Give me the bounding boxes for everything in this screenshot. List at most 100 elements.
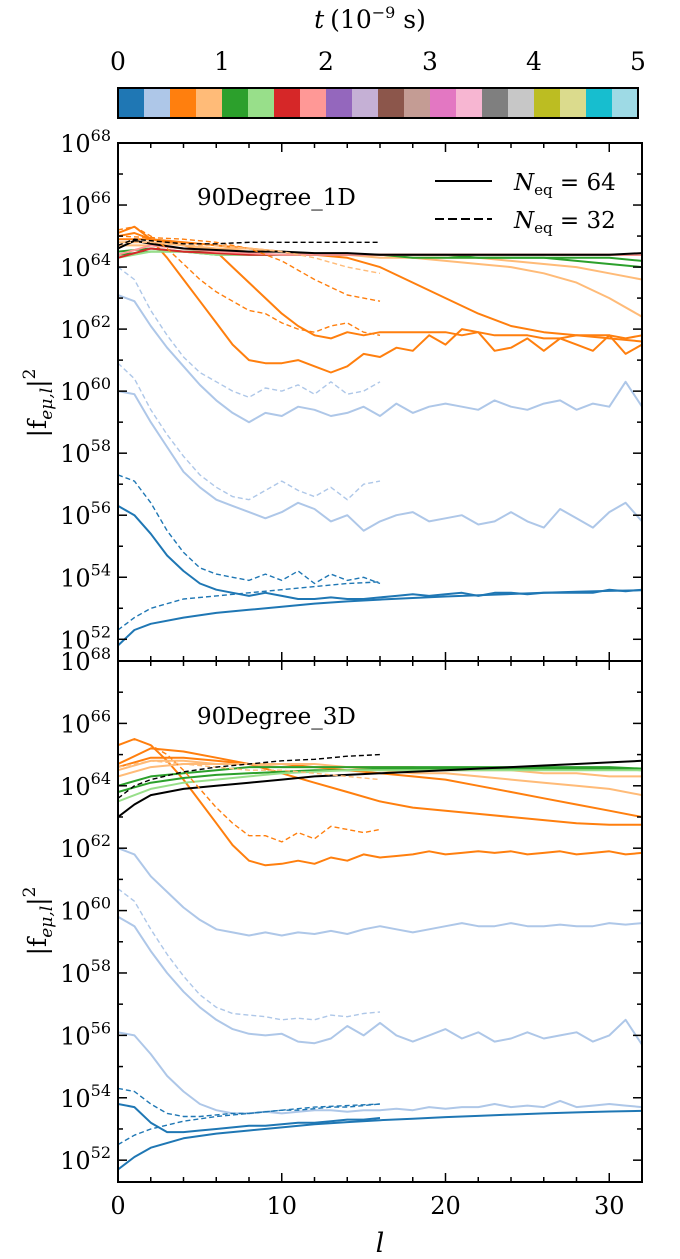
colorbar-tick-label: 4: [526, 47, 542, 76]
panel-1d-series: [118, 225, 642, 647]
y-tick-label: 1052: [60, 622, 111, 654]
series-line-dashed: [118, 266, 381, 398]
series-line-solid: [118, 1103, 381, 1134]
series-line-solid: [118, 915, 642, 1046]
y-tick-label: 1066: [60, 706, 111, 738]
series-line-solid: [118, 239, 642, 256]
colorbar-cell: [456, 88, 483, 118]
series-line-dashed: [118, 753, 381, 799]
colorbar-cells: [118, 88, 639, 118]
series-line-solid: [118, 747, 642, 826]
series-line-solid: [118, 738, 642, 867]
colorbar-cell: [378, 88, 405, 118]
colorbar-cell: [118, 88, 145, 118]
y-tick-label: 1052: [60, 1143, 111, 1175]
series-line-solid: [118, 847, 642, 937]
colorbar-cell: [326, 88, 353, 118]
y-tick-label: 1068: [60, 644, 111, 676]
y-tick-label: 1062: [60, 312, 111, 344]
colorbar-cell: [170, 88, 197, 118]
y-tick-label: 1064: [60, 769, 111, 801]
series-line-dashed: [118, 238, 380, 247]
series-line-solid: [118, 390, 642, 532]
series-line-solid: [118, 589, 642, 647]
series-line-dashed: [118, 474, 381, 585]
colorbar-label: t (10−9 s): [314, 3, 426, 34]
y-tick-label: 1060: [60, 894, 111, 926]
panel-1d-title: 90Degree_1D: [197, 185, 356, 211]
panel-90degree-3d: 1052 1054 1056 1058 1060 1062 1064 1066 1068 90D…: [20, 644, 643, 1183]
series-line-solid: [118, 1031, 642, 1115]
panel-3d-ylabel: |feμ,l|2: [20, 887, 57, 956]
y-tick-label: 1058: [60, 436, 111, 468]
x-axis-label: l: [376, 1228, 385, 1259]
panel-1d-ticks: [117, 142, 643, 661]
colorbar-cell: [404, 88, 431, 118]
series-line-solid: [118, 759, 642, 818]
colorbar-tick-label: 3: [422, 47, 438, 76]
colorbar-cell: [586, 88, 613, 118]
colorbar: t (10−9 s) 0 1 2 3 4 5: [110, 3, 646, 119]
panel-1d-ylabel: |feμ,l|2: [20, 369, 57, 438]
series-line-dashed: [118, 738, 381, 843]
series-line-dashed: [118, 760, 381, 781]
series-line-solid: [118, 769, 642, 803]
colorbar-cell: [508, 88, 535, 118]
series-line-solid: [118, 225, 642, 374]
colorbar-cell: [300, 88, 327, 118]
colorbar-cell: [196, 88, 223, 118]
colorbar-tick-label: 2: [318, 47, 334, 76]
series-line-dashed: [118, 1103, 381, 1146]
panel-3d-series: [118, 738, 642, 1171]
colorbar-cell: [612, 88, 639, 118]
y-tick-label: 1062: [60, 831, 111, 863]
series-line-dashed: [118, 241, 381, 274]
series-line-solid: [118, 1109, 642, 1171]
panel-3d-title: 90Degree_3D: [197, 704, 356, 730]
y-tick-label: 1058: [60, 956, 111, 988]
y-tick-label: 1054: [60, 1081, 111, 1113]
panel-3d-frame: [117, 660, 643, 1183]
colorbar-frame: [117, 87, 639, 119]
colorbar-cell: [534, 88, 561, 118]
colorbar-tick-label: 5: [630, 47, 646, 76]
colorbar-cell: [144, 88, 171, 118]
panel-3d-y-tick-labels: 1052 1054 1056 1058 1060 1062 1064 1066 1068: [60, 644, 111, 1175]
y-tick-label: 1056: [60, 1018, 111, 1050]
colorbar-cell: [430, 88, 457, 118]
x-tick-label: 30: [594, 1192, 625, 1220]
series-line-dashed: [118, 362, 381, 501]
x-tick-labels: 0 10 20 30: [110, 1192, 624, 1220]
series-line-solid: [118, 294, 642, 424]
y-tick-label: 1068: [60, 126, 111, 158]
series-line-solid: [118, 766, 642, 787]
colorbar-tick-label: 1: [214, 47, 230, 76]
x-tick-label: 20: [430, 1192, 461, 1220]
legend-solid-label: Neq = 64: [513, 170, 616, 199]
colorbar-cell: [222, 88, 249, 118]
y-tick-label: 1060: [60, 374, 111, 406]
x-tick-label: 10: [266, 1192, 297, 1220]
series-line-solid: [118, 767, 642, 793]
x-tick-label: 0: [110, 1192, 125, 1220]
colorbar-cell: [352, 88, 379, 118]
colorbar-tick-labels: 0 1 2 3 4 5: [110, 47, 646, 76]
panel-90degree-1d: 1052 1054 1056 1058 1060 1062 1064 1066 1068 90D…: [20, 126, 643, 662]
colorbar-cell: [482, 88, 509, 118]
legend-dashed-label: Neq = 32: [513, 208, 616, 237]
colorbar-tick-label: 0: [110, 47, 126, 76]
series-line-dashed: [118, 581, 381, 631]
series-line-solid: [118, 505, 642, 600]
colorbar-cell: [560, 88, 587, 118]
y-tick-label: 1056: [60, 498, 111, 530]
series-line-dashed: [118, 1087, 381, 1118]
colorbar-cell: [274, 88, 301, 118]
colorbar-cell: [248, 88, 275, 118]
series-line-dashed: [118, 225, 381, 336]
panel-1d-y-tick-labels: 1052 1054 1056 1058 1060 1062 1064 1066 1068: [60, 126, 111, 654]
y-tick-label: 1054: [60, 560, 111, 592]
panel-3d-ticks: [117, 660, 643, 1182]
y-tick-label: 1064: [60, 250, 111, 282]
series-line-solid: [118, 759, 642, 797]
series-line-dashed: [118, 888, 381, 1021]
